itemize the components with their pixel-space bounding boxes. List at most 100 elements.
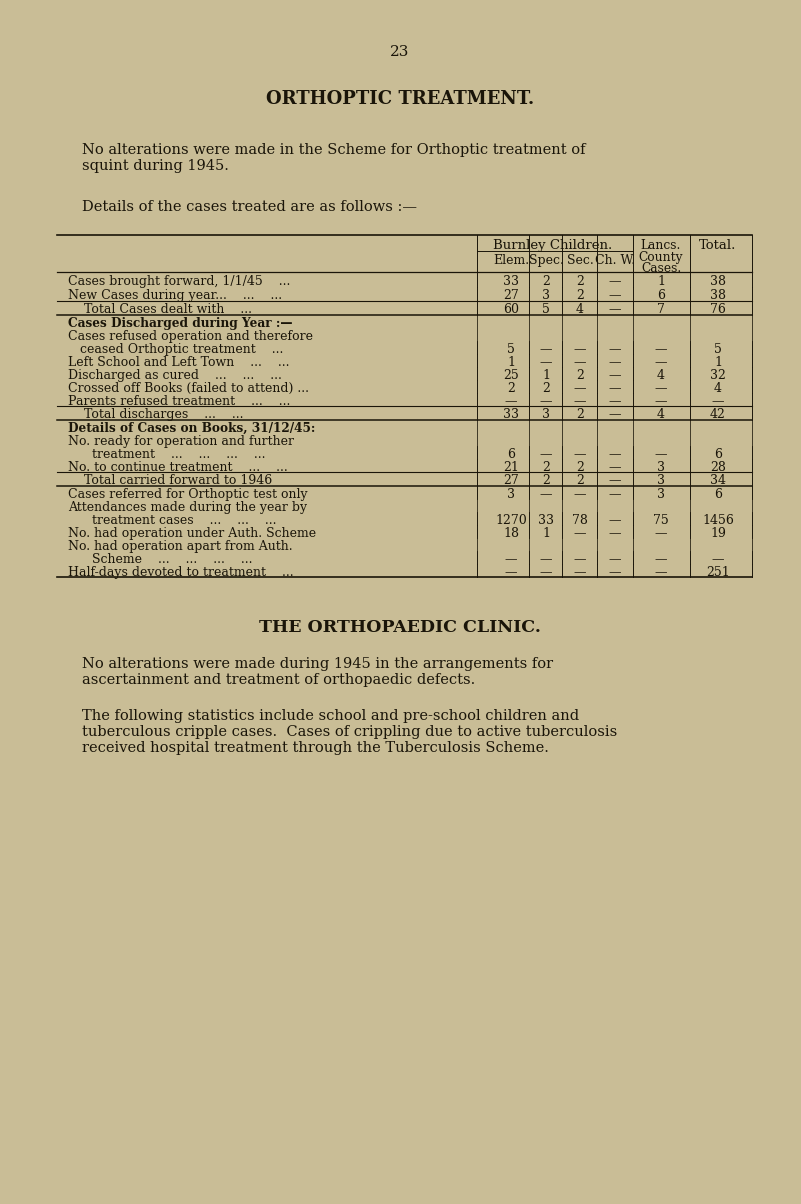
Text: —: —	[540, 395, 552, 408]
Text: —: —	[540, 356, 552, 368]
Text: No. had operation under Auth. Scheme: No. had operation under Auth. Scheme	[68, 527, 316, 541]
Text: —: —	[609, 289, 622, 302]
Text: Burnley Children.: Burnley Children.	[493, 240, 613, 252]
Text: 76: 76	[710, 303, 726, 315]
Text: —: —	[540, 553, 552, 566]
Text: 4: 4	[657, 368, 665, 382]
Text: —: —	[654, 566, 667, 579]
Text: No. ready for operation and further: No. ready for operation and further	[68, 435, 294, 448]
Text: squint during 1945.: squint during 1945.	[82, 159, 229, 173]
Text: 3: 3	[657, 461, 665, 474]
Text: 23: 23	[390, 45, 409, 59]
Text: Elem.: Elem.	[493, 254, 529, 267]
Text: 2: 2	[576, 368, 584, 382]
Text: 5: 5	[507, 343, 515, 356]
Text: Details of Cases on Books, 31/12/45:: Details of Cases on Books, 31/12/45:	[68, 421, 316, 435]
Text: 5: 5	[714, 343, 722, 356]
Text: No alterations were made during 1945 in the arrangements for: No alterations were made during 1945 in …	[82, 657, 553, 671]
Text: —: —	[574, 356, 586, 368]
Text: —: —	[609, 343, 622, 356]
Text: 21: 21	[503, 461, 519, 474]
Text: 2: 2	[576, 408, 584, 421]
Text: —: —	[609, 382, 622, 395]
Text: —: —	[654, 553, 667, 566]
Text: 2: 2	[576, 474, 584, 486]
Text: —: —	[654, 343, 667, 356]
Text: 6: 6	[714, 448, 722, 461]
Text: —: —	[609, 275, 622, 288]
Text: —: —	[609, 566, 622, 579]
Text: THE ORTHOPAEDIC CLINIC.: THE ORTHOPAEDIC CLINIC.	[259, 619, 541, 636]
Text: 4: 4	[657, 408, 665, 421]
Text: 38: 38	[710, 289, 726, 302]
Text: 78: 78	[572, 514, 588, 527]
Text: 3: 3	[542, 289, 550, 302]
Text: 1: 1	[542, 527, 550, 541]
Text: 4: 4	[576, 303, 584, 315]
Text: 33: 33	[503, 275, 519, 288]
Text: 6: 6	[657, 289, 665, 302]
Text: —: —	[712, 553, 724, 566]
Text: —: —	[574, 448, 586, 461]
Text: 60: 60	[503, 303, 519, 315]
Text: Sec.: Sec.	[566, 254, 594, 267]
Text: No. to continue treatment    ...    ...: No. to continue treatment ... ...	[68, 461, 288, 474]
Text: 19: 19	[710, 527, 726, 541]
Text: —: —	[574, 343, 586, 356]
Text: received hospital treatment through the Tuberculosis Scheme.: received hospital treatment through the …	[82, 740, 549, 755]
Text: Total carried forward to 1946: Total carried forward to 1946	[68, 474, 272, 486]
Text: treatment    ...    ...    ...    ...: treatment ... ... ... ...	[68, 448, 265, 461]
Text: —: —	[540, 488, 552, 501]
Text: 1: 1	[657, 275, 665, 288]
Text: Half-days devoted to treatment    ...: Half-days devoted to treatment ...	[68, 566, 294, 579]
Text: Crossed off Books (failed to attend) ...: Crossed off Books (failed to attend) ...	[68, 382, 309, 395]
Text: —: —	[609, 356, 622, 368]
Text: —: —	[609, 303, 622, 315]
Text: Cases Discharged during Year :—: Cases Discharged during Year :—	[68, 317, 292, 330]
Text: ceased Orthoptic treatment    ...: ceased Orthoptic treatment ...	[68, 343, 284, 356]
Text: 32: 32	[710, 368, 726, 382]
Text: —: —	[574, 527, 586, 541]
Text: Cases.: Cases.	[641, 262, 681, 275]
Text: 75: 75	[653, 514, 669, 527]
Text: —: —	[609, 527, 622, 541]
Text: —: —	[654, 395, 667, 408]
Text: 5: 5	[542, 303, 550, 315]
Text: 6: 6	[714, 488, 722, 501]
Text: 251: 251	[706, 566, 730, 579]
Text: ascertainment and treatment of orthopaedic defects.: ascertainment and treatment of orthopaed…	[82, 673, 475, 687]
Text: 2: 2	[507, 382, 515, 395]
Text: 2: 2	[542, 382, 550, 395]
Text: —: —	[574, 382, 586, 395]
Text: Total.: Total.	[699, 240, 737, 252]
Text: No. had operation apart from Auth.: No. had operation apart from Auth.	[68, 541, 292, 553]
Text: —: —	[712, 395, 724, 408]
Text: The following statistics include school and pre-school children and: The following statistics include school …	[82, 709, 579, 722]
Text: —: —	[574, 566, 586, 579]
Text: —: —	[505, 395, 517, 408]
Text: treatment cases    ...    ...    ...: treatment cases ... ... ...	[68, 514, 276, 527]
Text: —: —	[654, 448, 667, 461]
Text: Spec.: Spec.	[529, 254, 563, 267]
Text: —: —	[574, 553, 586, 566]
Text: —: —	[540, 448, 552, 461]
Text: Cases refused operation and therefore: Cases refused operation and therefore	[68, 330, 313, 343]
Text: —: —	[609, 488, 622, 501]
Text: 1: 1	[542, 368, 550, 382]
Text: 33: 33	[538, 514, 554, 527]
Text: 1: 1	[714, 356, 722, 368]
Text: —: —	[654, 356, 667, 368]
Text: 1456: 1456	[702, 514, 734, 527]
Text: 27: 27	[503, 289, 519, 302]
Text: Total discharges    ...    ...: Total discharges ... ...	[68, 408, 244, 421]
Text: 3: 3	[657, 474, 665, 486]
Text: No alterations were made in the Scheme for Orthoptic treatment of: No alterations were made in the Scheme f…	[82, 143, 586, 157]
Text: 1: 1	[507, 356, 515, 368]
Text: —: —	[609, 474, 622, 486]
Text: Ch. W.: Ch. W.	[595, 254, 635, 267]
Text: —: —	[540, 566, 552, 579]
Text: —: —	[505, 553, 517, 566]
Text: Parents refused treatment    ...    ...: Parents refused treatment ... ...	[68, 395, 291, 408]
Text: Lancs.: Lancs.	[641, 240, 681, 252]
Text: 34: 34	[710, 474, 726, 486]
